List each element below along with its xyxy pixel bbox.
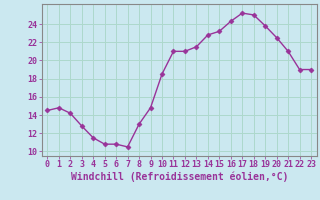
X-axis label: Windchill (Refroidissement éolien,°C): Windchill (Refroidissement éolien,°C) xyxy=(70,172,288,182)
